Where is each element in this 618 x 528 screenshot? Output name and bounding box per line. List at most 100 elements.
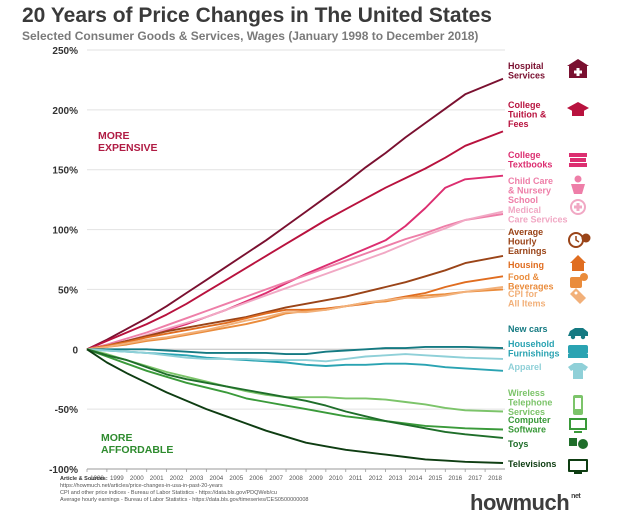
- series-label: Food &: [508, 272, 539, 282]
- more-affordable-line-1: MORE: [101, 432, 133, 444]
- series-label: Beverages: [508, 282, 554, 292]
- more-expensive-annotation: MORE EXPENSIVE: [98, 130, 158, 154]
- series-line-house: [86, 275, 504, 351]
- series-label: Services: [508, 407, 545, 417]
- series-label: New cars: [508, 324, 548, 334]
- y-tick-label: 250%: [52, 46, 78, 57]
- series-label: Care Services: [508, 215, 568, 225]
- series-line-graduation-cap: [86, 130, 504, 351]
- graduation-cap-icon: [567, 102, 589, 116]
- x-tick-label: 2002: [170, 475, 184, 482]
- series-icons: [567, 59, 591, 474]
- x-tick-label: 2004: [209, 475, 223, 482]
- logo-suffix: net: [571, 493, 581, 500]
- series-label: School: [508, 195, 538, 205]
- x-tick-label: 2012: [369, 475, 383, 482]
- series-line-computer: [86, 348, 504, 431]
- x-tick-label: 2003: [190, 475, 204, 482]
- series-label: CPI for: [508, 289, 538, 299]
- books-icon: [569, 153, 587, 167]
- x-tick-label: 1998: [90, 475, 104, 482]
- x-tick-label: 2009: [309, 475, 323, 482]
- series-label: Housing: [508, 260, 544, 270]
- series-line-food: [86, 288, 504, 351]
- x-tick-label: 2016: [448, 475, 462, 482]
- series-line-car: [87, 345, 504, 356]
- child-icon: [571, 175, 585, 194]
- chart-title: 20 Years of Price Changes in The United …: [22, 4, 492, 27]
- series-label: Earnings: [508, 246, 547, 256]
- sofa-icon: [568, 345, 588, 358]
- series-label: Furnishings: [508, 349, 560, 359]
- food-icon: [570, 273, 588, 288]
- series-line-clock-dollar: [86, 254, 504, 351]
- grid: [87, 49, 505, 470]
- series-lines: [86, 77, 504, 464]
- series-label: Telephone: [508, 398, 552, 408]
- series-label: Textbooks: [508, 160, 552, 170]
- more-expensive-line-1: MORE: [98, 130, 130, 142]
- x-tick-label: 2008: [289, 475, 303, 482]
- x-tick-label: 2014: [409, 475, 423, 482]
- hospital-icon: [567, 59, 589, 78]
- more-affordable-annotation: MORE AFFORDABLE: [101, 432, 173, 456]
- x-axis-ticks: 1998 1999 2000 2001 2002 2003 2004 2005 2006 2007…: [86, 468, 505, 482]
- y-tick-label: 50%: [58, 285, 78, 296]
- logo-text: howmuch: [470, 490, 570, 515]
- series-line-shirt: [86, 348, 504, 363]
- phone-icon: [573, 395, 583, 415]
- medical-cross-icon: [570, 199, 586, 215]
- series-label: Toys: [508, 439, 528, 449]
- series-line-tv: [86, 348, 504, 464]
- x-tick-label: 2006: [249, 475, 263, 482]
- y-tick-label: 200%: [52, 106, 78, 117]
- x-tick-label: 2013: [389, 475, 403, 482]
- computer-icon: [569, 418, 587, 433]
- x-tick-label: 1999: [110, 475, 124, 482]
- series-label: College: [508, 150, 541, 160]
- chart-subtitle: Selected Consumer Goods & Services, Wage…: [22, 29, 479, 43]
- series-line-hospital: [86, 77, 504, 351]
- more-expensive-line-2: EXPENSIVE: [98, 142, 158, 154]
- series-label: Fees: [508, 119, 529, 129]
- series-label: Televisions: [508, 459, 556, 469]
- car-icon: [568, 328, 588, 340]
- series-line-phone: [86, 348, 504, 413]
- series-label: Services: [508, 71, 545, 81]
- x-tick-label: 2005: [229, 475, 243, 482]
- x-tick-label: 2000: [130, 475, 144, 482]
- series-label: College: [508, 100, 541, 110]
- series-label: Computer: [508, 415, 551, 425]
- x-tick-label: 2018: [488, 475, 502, 482]
- x-tick-label: 2011: [349, 475, 363, 482]
- series-label: Average: [508, 227, 543, 237]
- series-line-price-tag: [86, 286, 504, 351]
- x-tick-label: 2017: [468, 475, 482, 482]
- y-tick-label: -100%: [49, 465, 78, 476]
- howmuch-logo: howmuch net: [470, 490, 581, 516]
- series-label: All Items: [508, 299, 546, 309]
- series-label: & Nursery: [508, 186, 551, 196]
- source-line: https://howmuch.net/articles/price-chang…: [60, 483, 223, 489]
- series-label: Hospital: [508, 61, 544, 71]
- series-line-toy: [86, 348, 504, 439]
- x-tick-label: 2007: [269, 475, 283, 482]
- price-tag-icon: [570, 288, 586, 304]
- series-label: Medical: [508, 205, 541, 215]
- source-line: Average hourly earnings - Bureau of Labo…: [60, 497, 309, 503]
- shirt-icon: [568, 363, 588, 379]
- series-line-child: [86, 213, 504, 351]
- series-label: Hourly: [508, 237, 537, 247]
- y-tick-label: 0: [72, 345, 78, 356]
- series-line-medical-cross: [86, 210, 504, 351]
- tv-icon: [568, 459, 588, 474]
- sources-block: Article & Sources: https://howmuch.net/a…: [60, 476, 420, 504]
- clock-dollar-icon: [568, 232, 591, 248]
- toy-icon: [569, 438, 588, 449]
- y-tick-label: -50%: [55, 405, 78, 416]
- source-line: CPI and other price indices - Bureau of …: [60, 490, 277, 496]
- house-icon: [570, 255, 586, 271]
- x-tick-label: 2015: [428, 475, 442, 482]
